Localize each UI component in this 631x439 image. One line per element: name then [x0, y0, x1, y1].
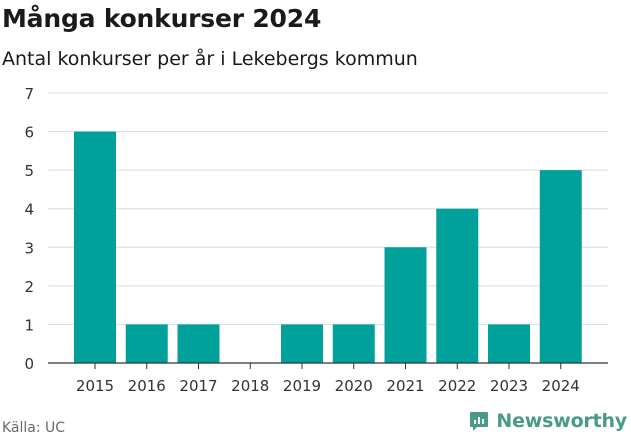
x-tick-label: 2019 — [283, 377, 321, 395]
y-tick-label: 2 — [24, 278, 34, 296]
chart-title: Många konkurser 2024 — [2, 4, 322, 33]
bar — [177, 324, 220, 363]
chart-subtitle: Antal konkurser per år i Lekebergs kommu… — [2, 48, 418, 70]
bar — [74, 131, 116, 363]
bar — [125, 324, 168, 363]
bar — [281, 324, 323, 363]
bar — [384, 247, 427, 363]
y-tick-label: 3 — [24, 239, 34, 257]
bar-chart-logo-icon — [470, 412, 489, 431]
y-tick-label: 4 — [24, 201, 34, 219]
bar — [539, 170, 582, 363]
y-tick-label: 1 — [24, 316, 34, 334]
x-tick-label: 2020 — [335, 377, 373, 395]
x-tick-label: 2017 — [179, 377, 217, 395]
y-tick-label: 5 — [24, 162, 34, 180]
bar — [488, 324, 530, 363]
y-tick-label: 6 — [24, 124, 34, 142]
x-tick-label: 2016 — [128, 377, 166, 395]
x-tick-label: 2018 — [231, 377, 269, 395]
brand-logo: Newsworthy — [468, 410, 627, 432]
brand-name: Newsworthy — [496, 410, 627, 432]
x-tick-label: 2021 — [386, 377, 424, 395]
x-tick-label: 2022 — [438, 377, 476, 395]
x-tick-label: 2024 — [542, 377, 580, 395]
x-tick-label: 2023 — [490, 377, 528, 395]
y-tick-label: 0 — [24, 355, 34, 373]
x-tick-label: 2015 — [76, 377, 114, 395]
bar — [332, 324, 375, 363]
y-tick-label: 7 — [24, 85, 34, 103]
bar-chart: 0 1 2 3 4 5 6 7 2015 2016 2017 2018 2019 2020 2021 2022… — [24, 85, 608, 395]
source-note: Källa: UC — [2, 420, 66, 436]
bar — [436, 208, 479, 363]
